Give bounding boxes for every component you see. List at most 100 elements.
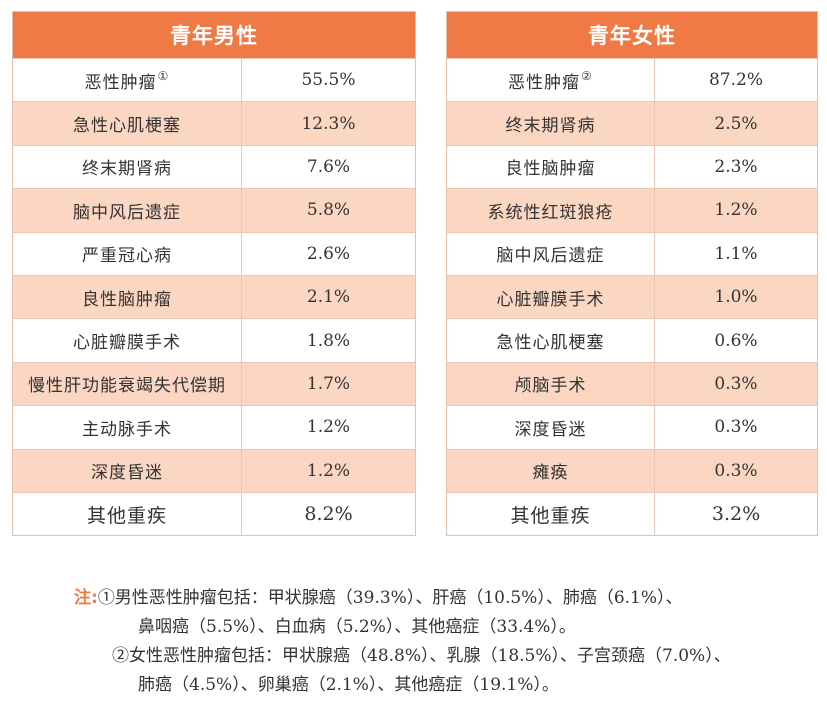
percentage-value: 1.0% bbox=[714, 287, 758, 308]
table-row: 急性心肌梗塞 12.3% bbox=[13, 101, 415, 145]
disease-name: 系统性红斑狼疮 bbox=[447, 189, 655, 232]
disease-name: 良性脑肿瘤 bbox=[13, 275, 242, 319]
percentage-value: 2.3% bbox=[714, 156, 758, 177]
disease-name: 其他重疾 bbox=[447, 492, 655, 536]
disease-name-text: 其他重疾 bbox=[86, 504, 167, 527]
disease-name-text: 慢性肝功能衰竭失代偿期 bbox=[28, 376, 226, 397]
disease-name: 脑中风后遗症 bbox=[13, 189, 242, 232]
percentage-value: 2.6% bbox=[306, 243, 351, 264]
percentage-value: 1.1% bbox=[714, 243, 758, 264]
table-row: 心脏瓣膜手术 1.0% bbox=[447, 274, 817, 319]
female-table-rows: 恶性肿瘤 ② 87.2% 终末期肾病 2.5% 良性脑肿瘤 2.3% 系统性红斑狼疮 1.2% 脑… bbox=[447, 58, 817, 536]
disease-name-text: 急性心肌梗塞 bbox=[73, 116, 181, 137]
percentage-value: 12.3% bbox=[301, 113, 356, 134]
disease-name: 其他重疾 bbox=[13, 492, 242, 536]
disease-name-text: 心脏瓣膜手术 bbox=[496, 289, 605, 310]
disease-name: 深度昏迷 bbox=[13, 449, 242, 492]
footnote-marker: ① bbox=[157, 69, 170, 84]
table-row: 脑中风后遗症 1.1% bbox=[447, 231, 817, 275]
footnote-1-line-2: 鼻咽癌（5.5%）、白血病（5.2%）、其他癌症（33.4%）。 bbox=[138, 617, 576, 637]
table-row: 心脏瓣膜手术 1.8% bbox=[13, 318, 415, 362]
disease-name-text: 严重冠心病 bbox=[82, 246, 172, 267]
disease-name: 良性脑肿瘤 bbox=[447, 145, 655, 189]
table-row: 良性脑肿瘤 2.1% bbox=[13, 274, 415, 319]
female-table-title: 青年女性 bbox=[447, 12, 817, 58]
disease-name-text: 系统性红斑狼疮 bbox=[487, 202, 614, 223]
disease-name: 急性心肌梗塞 bbox=[447, 319, 655, 362]
disease-name-text: 颅脑手术 bbox=[514, 376, 587, 397]
table-row: 急性心肌梗塞 0.6% bbox=[447, 318, 817, 362]
disease-name-text: 深度昏迷 bbox=[514, 419, 587, 440]
disease-name: 颅脑手术 bbox=[447, 362, 655, 406]
disease-name: 急性心肌梗塞 bbox=[13, 102, 242, 145]
table-row: 终末期肾病 7.6% bbox=[13, 144, 415, 189]
percentage-value: 0.3% bbox=[714, 417, 758, 438]
male-table-rows: 恶性肿瘤 ① 55.5% 急性心肌梗塞 12.3% 终末期肾病 7.6% 脑中风后遗症 5.8%… bbox=[13, 58, 415, 536]
percentage-value: 5.8% bbox=[306, 200, 351, 221]
disease-name-text: 其他重疾 bbox=[510, 504, 591, 527]
percentage-value: 7.6% bbox=[306, 156, 351, 177]
disease-name: 恶性肿瘤 ① bbox=[13, 59, 242, 102]
disease-name-text: 主动脉手术 bbox=[82, 419, 172, 440]
percentage-value: 8.2% bbox=[304, 503, 353, 526]
percentage-value: 0.3% bbox=[714, 373, 758, 394]
disease-name: 瘫痪 bbox=[447, 449, 655, 492]
percentage-value: 1.2% bbox=[306, 417, 351, 438]
table-row: 良性脑肿瘤 2.3% bbox=[447, 144, 817, 189]
disease-name: 心脏瓣膜手术 bbox=[13, 319, 242, 362]
table-row: 脑中风后遗症 5.8% bbox=[13, 188, 415, 232]
disease-name-text: 良性脑肿瘤 bbox=[505, 159, 596, 180]
footnote-1-line-1: 注:①男性恶性肿瘤包括：甲状腺癌（39.3%）、肝癌（10.5%）、肺癌（6.1… bbox=[74, 584, 819, 613]
disease-name-text: 心脏瓣膜手术 bbox=[73, 333, 181, 354]
disease-name-text: 脑中风后遗症 bbox=[73, 202, 181, 223]
table-row: 系统性红斑狼疮 1.2% bbox=[447, 188, 817, 232]
percentage-value: 2.5% bbox=[714, 113, 758, 134]
percentage-value: 87.2% bbox=[708, 70, 763, 91]
table-row: 深度昏迷 1.2% bbox=[13, 448, 415, 492]
table-row: 恶性肿瘤 ② 87.2% bbox=[447, 58, 817, 102]
table-row: 恶性肿瘤 ① 55.5% bbox=[13, 58, 415, 102]
table-row: 深度昏迷 0.3% bbox=[447, 405, 817, 449]
footnote-2-line-1: ②女性恶性肿瘤包括：甲状腺癌（48.8%）、乳腺（18.5%）、子宫颈癌（7.0… bbox=[112, 646, 731, 666]
disease-name: 心脏瓣膜手术 bbox=[447, 275, 655, 319]
disease-name: 主动脉手术 bbox=[13, 406, 242, 449]
disease-name: 终末期肾病 bbox=[13, 145, 242, 189]
disease-name: 恶性肿瘤 ② bbox=[447, 59, 655, 102]
percentage-value: 3.2% bbox=[711, 503, 761, 526]
footnote-1-text: ①男性恶性肿瘤包括：甲状腺癌（39.3%）、肝癌（10.5%）、肺癌（6.1%）… bbox=[97, 588, 683, 608]
table-row: 颅脑手术 0.3% bbox=[447, 361, 817, 406]
disease-name: 深度昏迷 bbox=[447, 406, 655, 449]
disease-name-text: 瘫痪 bbox=[532, 463, 569, 484]
table-row: 终末期肾病 2.5% bbox=[447, 101, 817, 145]
table-row: 慢性肝功能衰竭失代偿期 1.7% bbox=[13, 361, 415, 406]
disease-name-text: 急性心肌梗塞 bbox=[496, 333, 605, 354]
table-row: 其他重疾 8.2% bbox=[13, 491, 415, 536]
disease-name-text: 终末期肾病 bbox=[82, 159, 172, 180]
footnote-marker: ② bbox=[581, 69, 593, 84]
disease-name: 慢性肝功能衰竭失代偿期 bbox=[13, 362, 242, 406]
percentage-value: 55.5% bbox=[301, 70, 356, 91]
percentage-value: 1.2% bbox=[306, 460, 351, 481]
table-row: 瘫痪 0.3% bbox=[447, 448, 817, 492]
disease-name-text: 恶性肿瘤 bbox=[508, 72, 581, 93]
male-table-title: 青年男性 bbox=[13, 12, 415, 58]
female-table: 青年女性 恶性肿瘤 ② 87.2% 终末期肾病 2.5% 良性脑肿瘤 2.3% 系统性红斑狼疮… bbox=[446, 11, 818, 537]
percentage-value: 1.7% bbox=[306, 373, 351, 394]
disease-name: 脑中风后遗症 bbox=[447, 232, 655, 275]
table-row: 主动脉手术 1.2% bbox=[13, 405, 415, 449]
disease-name-text: 脑中风后遗症 bbox=[496, 246, 605, 267]
disease-name-text: 良性脑肿瘤 bbox=[82, 289, 172, 310]
disease-name-text: 终末期肾病 bbox=[505, 116, 596, 137]
percentage-value: 0.3% bbox=[714, 460, 758, 481]
disease-name: 终末期肾病 bbox=[447, 102, 655, 145]
table-row: 其他重疾 3.2% bbox=[447, 491, 817, 536]
table-row: 严重冠心病 2.6% bbox=[13, 231, 415, 275]
percentage-value: 1.8% bbox=[306, 330, 351, 351]
disease-name-text: 深度昏迷 bbox=[91, 463, 163, 484]
percentage-value: 2.1% bbox=[306, 287, 351, 308]
percentage-value: 1.2% bbox=[714, 200, 758, 221]
percentage-value: 0.6% bbox=[714, 330, 758, 351]
footnotes: 注:①男性恶性肿瘤包括：甲状腺癌（39.3%）、肝癌（10.5%）、肺癌（6.1… bbox=[74, 584, 819, 700]
footnote-label: 注: bbox=[74, 588, 98, 608]
disease-name-text: 恶性肿瘤 bbox=[84, 72, 157, 93]
